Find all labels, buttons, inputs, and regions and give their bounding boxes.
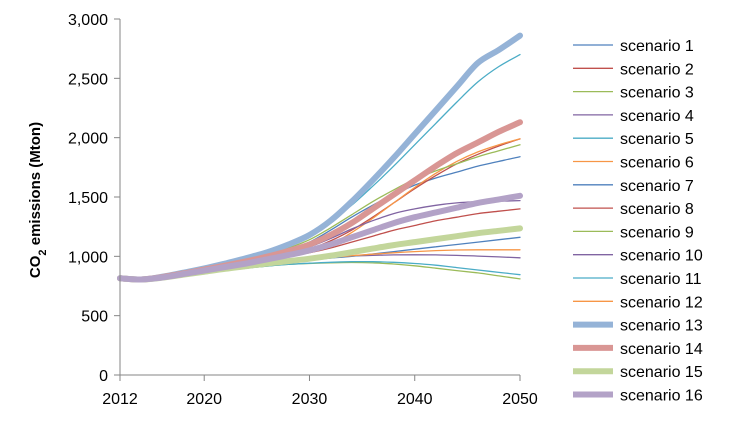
plot-area [117, 32, 523, 283]
y-tick-label: 0 [99, 368, 108, 385]
legend-label: scenario 5 [620, 131, 694, 148]
legend-label: scenario 15 [620, 364, 703, 381]
legend-label: scenario 16 [620, 388, 703, 405]
legend-label: scenario 7 [620, 178, 694, 195]
legend: scenario 1 scenario 2 scenario 3 scenario 4… [573, 38, 703, 405]
legend-item: scenario 7 [573, 178, 694, 195]
legend-item: scenario 3 [573, 85, 694, 102]
legend-item: scenario 15 [573, 364, 703, 381]
x-tick-label: 2050 [502, 391, 538, 408]
y-tick-label: 500 [81, 309, 108, 326]
legend-item: scenario 4 [573, 108, 694, 125]
legend-label: scenario 12 [620, 294, 703, 311]
x-tick-label: 2012 [102, 391, 138, 408]
series-line-1 [119, 156, 521, 281]
y-axis-label: CO2 emissions (Mton) [27, 122, 49, 278]
legend-label: scenario 4 [620, 108, 694, 125]
legend-item: scenario 12 [573, 294, 703, 311]
legend-label: scenario 13 [620, 318, 703, 335]
legend-item: scenario 14 [573, 341, 703, 358]
x-tick-label: 2040 [397, 391, 433, 408]
y-tick-label: 2,500 [68, 71, 108, 88]
x-tick-label: 2020 [186, 391, 222, 408]
legend-item: scenario 1 [573, 38, 694, 55]
y-tick-label: 2,000 [68, 131, 108, 148]
legend-item: scenario 9 [573, 224, 694, 241]
legend-item: scenario 6 [573, 155, 694, 172]
legend-item: scenario 8 [573, 201, 694, 218]
legend-item: scenario 10 [573, 248, 703, 265]
y-tick-label: 1,000 [68, 249, 108, 266]
legend-label: scenario 14 [620, 341, 703, 358]
legend-label: scenario 10 [620, 248, 703, 265]
x-tick-label: 2030 [292, 391, 328, 408]
legend-label: scenario 9 [620, 224, 694, 241]
legend-label: scenario 6 [620, 155, 694, 172]
legend-item: scenario 13 [573, 318, 703, 335]
legend-item: scenario 11 [573, 271, 702, 288]
x-axis: 2012 2020 2030 2040 2050 [102, 375, 538, 408]
y-tick-label: 1,500 [68, 190, 108, 207]
legend-label: scenario 1 [620, 38, 694, 55]
legend-item: scenario 2 [573, 61, 694, 78]
legend-item: scenario 5 [573, 131, 694, 148]
legend-label: scenario 11 [620, 271, 702, 288]
y-tick-label: 3,000 [68, 12, 108, 29]
legend-label: scenario 3 [620, 85, 694, 102]
legend-item: scenario 16 [573, 388, 703, 405]
legend-label: scenario 8 [620, 201, 694, 218]
y-axis: 0 500 1,000 1,500 2,000 2,500 3,000 [68, 12, 120, 385]
legend-label: scenario 2 [620, 61, 694, 78]
series-line-16 [117, 192, 523, 283]
